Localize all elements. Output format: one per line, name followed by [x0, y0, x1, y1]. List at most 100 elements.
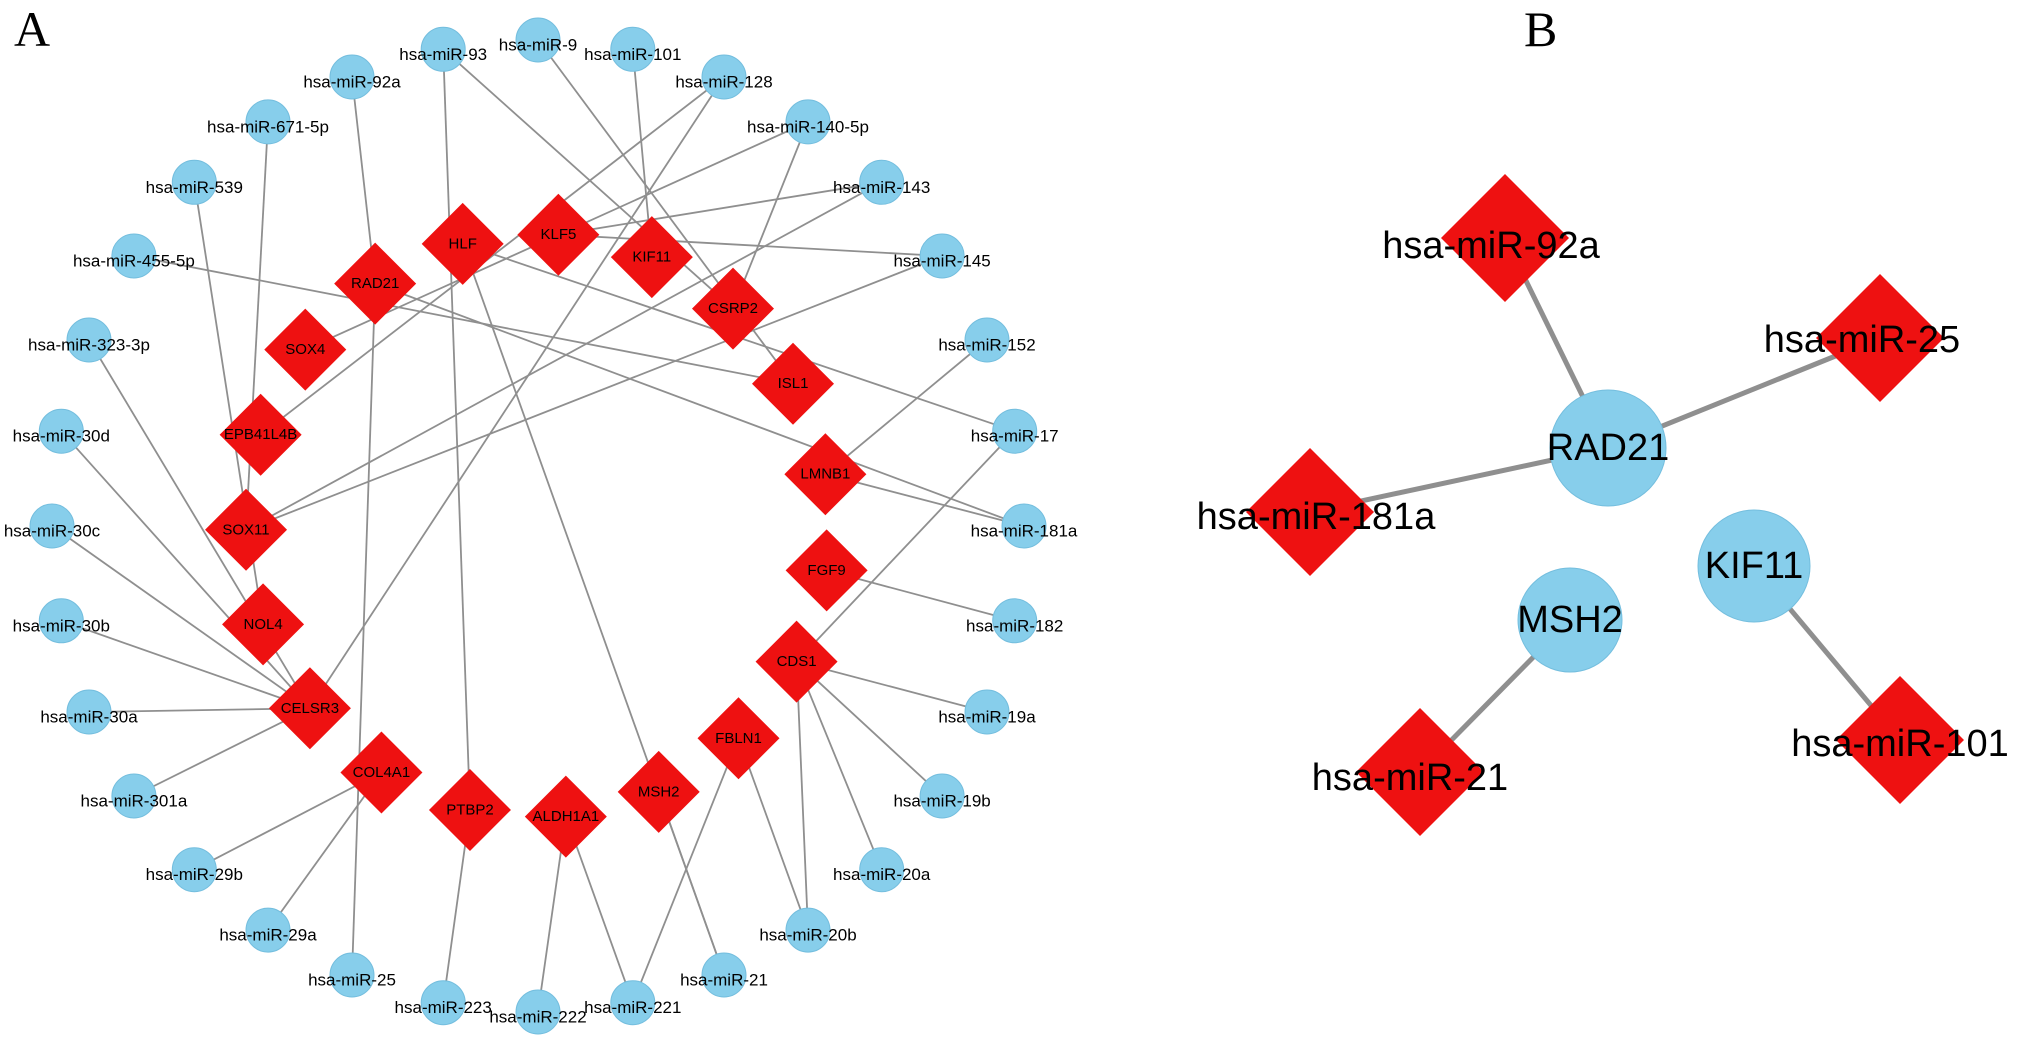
gene-node-MSH2 — [617, 750, 700, 833]
gene-node-b-RAD21 — [1549, 389, 1667, 507]
gene-node-EPB41L4B — [219, 393, 302, 476]
mirna-label-hsa-miR-455-5p: hsa-miR-455-5p — [73, 252, 195, 271]
panel-a-label: A — [14, 1, 51, 57]
mirna-node-hsa-miR-19b — [919, 773, 965, 819]
mirna-node-hsa-miR-29a — [245, 907, 291, 953]
gene-label-PTBP2: PTBP2 — [446, 802, 494, 819]
edge-CELSR3-hsa-miR-301a — [133, 707, 311, 797]
gene-label-SOX11: SOX11 — [222, 521, 269, 538]
mirna-label-hsa-miR-92a: hsa-miR-92a — [303, 73, 401, 92]
gene-label-FBLN1: FBLN1 — [715, 730, 762, 747]
mirna-node-hsa-miR-29b — [171, 847, 217, 893]
mirna-label-hsa-miR-143: hsa-miR-143 — [833, 178, 930, 197]
mirna-label-hsa-miR-21: hsa-miR-21 — [680, 971, 768, 990]
mirna-label-hsa-miR-140-5p: hsa-miR-140-5p — [747, 117, 869, 136]
edge-EPB41L4B-hsa-miR-128 — [260, 76, 725, 436]
mirna-label-hsa-miR-101: hsa-miR-101 — [584, 45, 681, 64]
gene-node-ISL1 — [751, 342, 834, 425]
gene-label-FGF9: FGF9 — [807, 562, 845, 579]
gene-node-b-MSH2 — [1517, 567, 1623, 673]
gene-node-COL4A1 — [340, 731, 423, 814]
edge-FBLN1-hsa-miR-20b — [737, 737, 809, 931]
mirna-label-hsa-miR-223: hsa-miR-223 — [395, 998, 492, 1017]
mirna-node-hsa-miR-128 — [701, 54, 747, 100]
gene-node-ALDH1A1 — [524, 775, 607, 858]
edge-ALDH1A1-hsa-miR-221 — [565, 816, 634, 1004]
mirna-label-hsa-miR-222: hsa-miR-222 — [489, 1008, 586, 1027]
mirna-node-hsa-miR-30b — [38, 598, 84, 644]
edge-CDS1-hsa-miR-19b — [795, 661, 943, 797]
edge-FBLN1-hsa-miR-221 — [631, 737, 740, 1004]
gene-node-FGF9 — [785, 529, 868, 612]
mirna-label-hsa-miR-25: hsa-miR-25 — [308, 971, 396, 990]
gene-label-MSH2: MSH2 — [638, 783, 680, 800]
mirna-label-hsa-miR-30c: hsa-miR-30c — [4, 522, 101, 541]
mirna-node-hsa-miR-20b — [785, 907, 831, 953]
mirna-label-hsa-miR-301a: hsa-miR-301a — [81, 792, 188, 811]
mirna-label-hsa-miR-30b: hsa-miR-30b — [13, 616, 110, 635]
edge-HLF-hsa-miR-21 — [461, 243, 725, 976]
mirna-node-hsa-miR-101 — [610, 26, 656, 72]
gene-label-EPB41L4B: EPB41L4B — [224, 426, 297, 443]
edge-CSRP2-hsa-miR-140-5p — [732, 121, 809, 309]
gene-label-ISL1: ISL1 — [778, 375, 809, 392]
mirna-label-hsa-miR-145: hsa-miR-145 — [893, 252, 990, 271]
edge-CSRP2-hsa-miR-93 — [442, 48, 734, 310]
gene-label-SOX4: SOX4 — [285, 341, 325, 358]
gene-node-b-KIF11 — [1697, 509, 1811, 623]
mirna-node-hsa-miR-30a — [66, 689, 112, 735]
mirna-node-hsa-miR-21 — [701, 952, 747, 998]
mirna-node-hsa-miR-19a — [964, 689, 1010, 735]
gene-node-KLF5 — [517, 193, 600, 276]
mirna-node-b-hsa-miR-21 — [1356, 708, 1484, 836]
mirna-node-b-hsa-miR-181a — [1246, 448, 1374, 576]
node-label-b-hsa-miR-101: hsa-miR-101 — [1791, 723, 2009, 765]
node-label-b-hsa-miR-92a: hsa-miR-92a — [1382, 225, 1600, 267]
mirna-node-hsa-miR-92a — [329, 54, 375, 100]
gene-label-HLF: HLF — [449, 235, 477, 252]
mirna-label-hsa-miR-20b: hsa-miR-20b — [759, 926, 856, 945]
mirna-node-hsa-miR-221 — [610, 980, 656, 1026]
mirna-node-hsa-miR-301a — [111, 773, 157, 819]
edge-ISL1-hsa-miR-455-5p — [133, 255, 794, 385]
edge-COL4A1-hsa-miR-29a — [267, 771, 383, 931]
mirna-label-hsa-miR-9: hsa-miR-9 — [499, 36, 577, 55]
gene-node-NOL4 — [222, 583, 305, 666]
mirna-node-hsa-miR-93 — [420, 26, 466, 72]
mirna-label-hsa-miR-181a: hsa-miR-181a — [971, 522, 1078, 541]
edge-RAD21-hsa-miR-181a — [374, 282, 1025, 527]
gene-node-SOX11 — [205, 488, 288, 571]
gene-node-FBLN1 — [697, 697, 780, 780]
mirna-node-hsa-miR-145 — [919, 233, 965, 279]
edge-CELSR3-hsa-miR-128 — [309, 76, 725, 709]
gene-node-SOX4 — [264, 308, 347, 391]
gene-node-CDS1 — [755, 620, 838, 703]
mirna-node-hsa-miR-152 — [964, 317, 1010, 363]
mirna-node-hsa-miR-671-5p — [245, 99, 291, 145]
mirna-label-hsa-miR-152: hsa-miR-152 — [938, 336, 1035, 355]
edge-LMNB1-hsa-miR-181a — [825, 473, 1025, 527]
gene-node-RAD21 — [334, 242, 417, 325]
node-label-b-RAD21: RAD21 — [1547, 427, 1670, 469]
edge-COL4A1-hsa-miR-29b — [193, 771, 382, 871]
mirna-node-hsa-miR-30c — [29, 503, 75, 549]
panel-b-label: B — [1524, 1, 1558, 57]
mirna-node-hsa-miR-17 — [992, 408, 1038, 454]
edge-RAD21-hsa-miR-25 — [351, 283, 377, 976]
gene-label-ALDH1A1: ALDH1A1 — [533, 808, 600, 825]
mirna-node-b-hsa-miR-101 — [1836, 676, 1964, 804]
gene-label-CDS1: CDS1 — [777, 653, 817, 670]
edge-CELSR3-hsa-miR-30b — [61, 619, 311, 710]
edge-LMNB1-hsa-miR-152 — [824, 339, 988, 475]
gene-node-PTBP2 — [428, 768, 511, 851]
mirna-label-hsa-miR-182: hsa-miR-182 — [966, 616, 1063, 635]
mirna-label-hsa-miR-19a: hsa-miR-19a — [938, 708, 1036, 727]
node-label-b-hsa-miR-21: hsa-miR-21 — [1312, 757, 1508, 799]
gene-node-CSRP2 — [691, 267, 774, 350]
gene-node-HLF — [421, 202, 504, 285]
mirna-label-hsa-miR-30d: hsa-miR-30d — [13, 427, 110, 446]
mirna-label-hsa-miR-30a: hsa-miR-30a — [40, 708, 138, 727]
mirna-label-hsa-miR-29a: hsa-miR-29a — [219, 926, 317, 945]
edge-KLF5-hsa-miR-143 — [558, 181, 882, 236]
mirna-node-hsa-miR-30d — [38, 408, 84, 454]
